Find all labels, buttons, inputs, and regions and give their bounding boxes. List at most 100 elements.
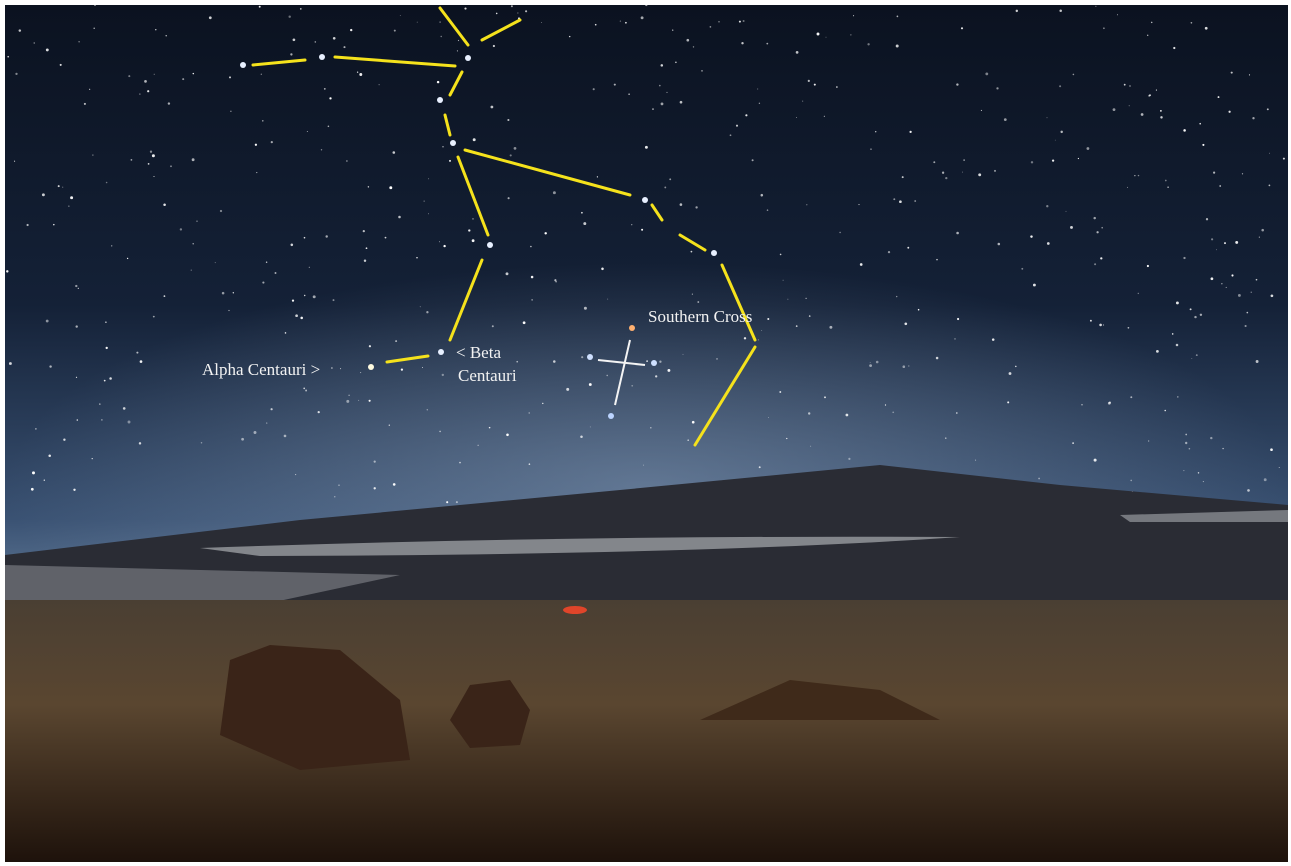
star [1231,72,1233,74]
star [641,229,643,231]
star [153,316,155,318]
star [164,295,166,297]
star [309,267,310,268]
star [331,367,333,369]
star [439,241,440,242]
star [58,185,60,187]
star [1081,404,1082,405]
star [154,176,155,177]
star [290,53,292,55]
star [759,466,761,468]
star [165,35,166,36]
star [428,178,429,179]
star [836,86,838,88]
star [254,431,257,434]
star [136,352,138,354]
star [693,46,694,47]
star [1221,283,1222,284]
star [127,258,128,259]
star [625,22,627,24]
star [1210,437,1212,439]
star [1134,175,1135,176]
star [1213,172,1215,174]
star [595,24,597,26]
star [650,427,652,429]
star [659,85,661,87]
star [508,197,510,199]
star [262,120,263,121]
star [1147,265,1149,267]
star [1021,268,1023,270]
star [651,360,657,366]
star [903,365,906,368]
star [84,103,86,105]
star [472,218,474,220]
star [422,367,423,368]
star [741,42,743,44]
star [170,165,172,167]
star [44,480,45,481]
star [710,26,712,28]
star [643,465,644,466]
star [1198,472,1199,473]
star [389,425,390,426]
star [1073,74,1075,76]
star [27,224,29,226]
star [1129,105,1130,106]
star [808,412,810,414]
star [1256,279,1258,281]
star [131,159,133,161]
star [985,73,988,76]
star [692,421,695,424]
star [892,411,894,413]
star [743,20,745,22]
star [1194,316,1196,318]
star [1283,158,1285,160]
star [1216,249,1217,250]
star [1200,314,1202,316]
star [824,116,825,117]
star [824,396,826,398]
star [806,204,807,205]
southern-cross-label: Southern Cross [648,307,752,326]
star [525,10,527,12]
star [645,146,648,149]
star [1228,111,1230,113]
star [288,15,290,17]
star [1172,333,1174,335]
star [468,229,470,231]
star [428,213,429,214]
star [667,92,668,93]
star [569,36,570,37]
star [255,144,257,146]
star [89,89,90,90]
star [739,21,741,23]
star [767,318,769,320]
star [1185,442,1187,444]
star [1183,470,1184,471]
star [1016,10,1018,12]
star [695,206,697,208]
star [680,101,683,104]
star [443,245,445,247]
star [369,345,371,347]
star [148,163,150,165]
star [1047,117,1048,118]
star [426,311,428,313]
star [507,119,509,121]
star [553,191,556,194]
star [144,80,147,83]
star [589,383,592,386]
star [180,228,182,230]
star [893,198,895,200]
star [304,237,306,239]
star [672,29,673,30]
star [669,178,671,180]
star [487,242,493,248]
star [42,193,45,196]
star [780,254,782,256]
star [363,230,365,232]
star [275,272,277,274]
star [1235,241,1238,244]
star [1096,231,1098,233]
